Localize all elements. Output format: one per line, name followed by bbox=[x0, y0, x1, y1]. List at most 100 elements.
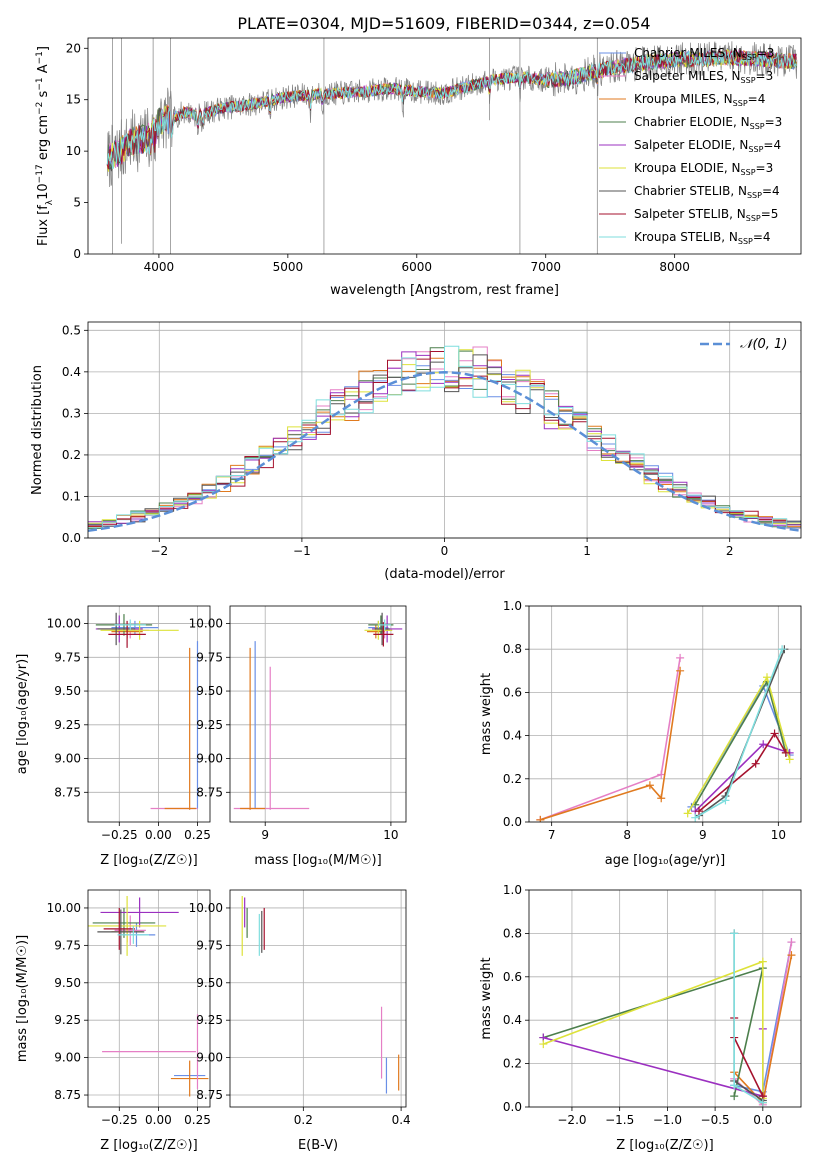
panel-6: −0.25 0.00 0.25 8.75 9.00 9.25 9.50 9.75 10.00 Z … bbox=[15, 889, 211, 1153]
y-tick-label: 10 bbox=[66, 144, 81, 158]
plus-marker bbox=[730, 1081, 739, 1090]
x-axis-label: wavelength [Angstrom, rest frame] bbox=[330, 283, 559, 298]
y-tick-label: 9.25 bbox=[54, 1013, 81, 1027]
series-line bbox=[694, 679, 787, 806]
legend-label: Chabrier STELIB, NSSP=4 bbox=[634, 184, 780, 200]
y-tick-label: 9.25 bbox=[196, 718, 223, 732]
x-axis-label: E(B-V) bbox=[298, 1138, 338, 1153]
y-tick-label: 20 bbox=[66, 41, 81, 55]
legend-label: Salpeter STELIB, NSSP=5 bbox=[634, 207, 778, 223]
legend-label: Chabrier MILES, NSSP=3 bbox=[634, 46, 774, 62]
y-tick-label: 8.75 bbox=[54, 1088, 81, 1102]
x-tick-label: −0.5 bbox=[701, 1113, 730, 1127]
model-spectrum bbox=[106, 50, 797, 169]
legend-label: Kroupa STELIB, NSSP=4 bbox=[634, 230, 771, 246]
plus-marker bbox=[778, 645, 787, 654]
x-tick-label: 2 bbox=[726, 544, 734, 558]
x-tick-label: 9 bbox=[699, 828, 707, 842]
plus-marker bbox=[751, 759, 760, 768]
y-tick-label: 0 bbox=[73, 247, 81, 261]
x-tick-label: 9 bbox=[261, 828, 269, 842]
y-axis-label: mass weight bbox=[479, 673, 494, 755]
y-tick-label: 1.0 bbox=[503, 883, 522, 897]
histogram-step bbox=[88, 354, 801, 527]
plus-marker bbox=[691, 813, 700, 822]
x-tick-label: −1.0 bbox=[653, 1113, 682, 1127]
plus-marker bbox=[645, 781, 654, 790]
x-tick-label: 5000 bbox=[273, 260, 304, 274]
legend-label: 𝒩(0, 1) bbox=[740, 337, 787, 352]
plus-marker bbox=[758, 1098, 767, 1107]
y-axis-label: mass [log₁₀(M/M☉)] bbox=[15, 935, 30, 1062]
y-axis-label: mass weight bbox=[479, 957, 494, 1039]
plus-marker bbox=[787, 951, 796, 960]
plot-area bbox=[536, 645, 794, 822]
y-tick-label: 9.75 bbox=[196, 650, 223, 664]
y-tick-label: 0.2 bbox=[62, 448, 81, 462]
x-tick-label: 10 bbox=[771, 828, 786, 842]
panel-4: 9 10 8.75 9.00 9.25 9.50 9.75 10.00 mass [log₁₀(… bbox=[189, 605, 407, 868]
x-tick-label: 0.00 bbox=[145, 828, 172, 842]
legend-label: Kroupa ELODIE, NSSP=3 bbox=[634, 161, 773, 177]
plot-area bbox=[539, 929, 796, 1107]
series-line bbox=[698, 648, 786, 817]
plot-area bbox=[106, 38, 798, 254]
plus-marker bbox=[787, 938, 796, 947]
x-tick-label: 0.2 bbox=[294, 1113, 313, 1127]
y-tick-label: 10.00 bbox=[189, 901, 223, 915]
legend-label: Chabrier ELODIE, NSSP=3 bbox=[634, 115, 782, 131]
x-tick-label: 7000 bbox=[530, 260, 561, 274]
plot-area bbox=[241, 895, 400, 1094]
x-tick-label: 0.00 bbox=[145, 1113, 172, 1127]
y-tick-label: 15 bbox=[66, 93, 81, 107]
plot-area bbox=[88, 345, 801, 532]
plus-marker bbox=[721, 796, 730, 805]
y-tick-label: 0.0 bbox=[62, 531, 81, 545]
y-tick-label: 8.75 bbox=[196, 785, 223, 799]
y-tick-label: 0.4 bbox=[503, 1013, 522, 1027]
panel-8: −2.0 −1.5 −1.0 −0.5 0.0 0.0 0.2 0.4 0.6 0.8 1.0 Z [… bbox=[479, 883, 802, 1153]
plus-marker bbox=[676, 653, 685, 662]
x-axis-label: Z [log₁₀(Z/Z☉)] bbox=[616, 1138, 713, 1153]
y-tick-label: 0.2 bbox=[503, 772, 522, 786]
plus-marker bbox=[730, 929, 739, 938]
plus-marker bbox=[759, 740, 768, 749]
x-tick-label: 4000 bbox=[144, 260, 175, 274]
y-tick-label: 10.00 bbox=[189, 617, 223, 631]
axes-frame bbox=[87, 889, 211, 1108]
series-line bbox=[698, 731, 787, 812]
y-tick-label: 9.75 bbox=[54, 650, 81, 664]
x-axis-label: (data-model)/error bbox=[384, 567, 505, 582]
y-tick-label: 8.75 bbox=[54, 785, 81, 799]
panel-5: 7 8 9 10 0.0 0.2 0.4 0.6 0.8 1.0 age [log₁₀(age/yr… bbox=[479, 599, 802, 868]
x-tick-label: 0 bbox=[441, 544, 449, 558]
plus-marker bbox=[763, 673, 771, 682]
x-tick-label: 7 bbox=[548, 828, 556, 842]
x-tick-label: −0.25 bbox=[101, 828, 138, 842]
axes-frame bbox=[229, 889, 407, 1108]
x-tick-label: 8 bbox=[623, 828, 631, 842]
y-tick-label: 0.6 bbox=[503, 970, 522, 984]
histogram-step bbox=[88, 345, 801, 529]
y-tick-label: 9.00 bbox=[196, 1051, 223, 1065]
series-line bbox=[543, 1028, 764, 1098]
plus-marker bbox=[657, 770, 666, 779]
y-tick-label: 0.4 bbox=[62, 365, 81, 379]
y-tick-label: 0.5 bbox=[62, 323, 81, 337]
series-line bbox=[543, 960, 764, 1099]
y-tick-label: 9.50 bbox=[54, 684, 81, 698]
y-tick-label: 0.6 bbox=[503, 685, 522, 699]
series-line bbox=[694, 648, 783, 819]
y-axis-label: age [log₁₀(age/yr)] bbox=[15, 654, 30, 775]
x-tick-label: 1 bbox=[583, 544, 591, 558]
axes-frame bbox=[229, 605, 407, 823]
y-tick-label: 9.00 bbox=[54, 1051, 81, 1065]
axes-frame bbox=[528, 889, 802, 1108]
y-tick-label: 9.00 bbox=[54, 752, 81, 766]
axes-frame bbox=[87, 37, 802, 255]
y-axis-label: Normed distribution bbox=[30, 365, 45, 495]
y-tick-label: 0.8 bbox=[503, 642, 522, 656]
x-tick-label: 6000 bbox=[402, 260, 433, 274]
axes-frame bbox=[87, 605, 211, 823]
x-tick-label: 8000 bbox=[659, 260, 690, 274]
